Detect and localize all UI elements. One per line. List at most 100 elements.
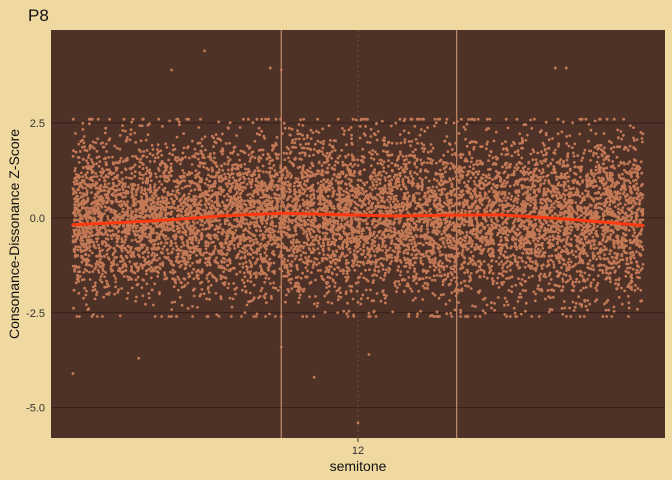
data-point xyxy=(156,156,160,159)
data-point xyxy=(86,257,89,261)
data-point xyxy=(551,295,555,299)
data-point xyxy=(608,203,611,207)
data-point xyxy=(529,171,533,174)
data-point xyxy=(148,152,152,156)
data-point xyxy=(512,204,516,208)
data-point xyxy=(200,280,204,284)
data-point xyxy=(323,294,327,298)
data-point xyxy=(621,206,625,210)
data-point xyxy=(271,224,275,228)
data-point xyxy=(464,209,467,213)
data-point xyxy=(632,196,635,200)
data-point xyxy=(512,210,516,213)
data-point xyxy=(95,315,99,318)
data-point xyxy=(128,260,132,264)
data-point xyxy=(253,156,257,160)
data-point xyxy=(501,232,505,236)
data-point xyxy=(139,139,143,143)
data-point xyxy=(375,274,379,277)
data-point xyxy=(469,160,473,164)
data-point xyxy=(157,117,161,121)
data-point xyxy=(476,221,479,225)
data-point xyxy=(439,223,443,227)
data-point xyxy=(97,263,100,266)
data-point xyxy=(602,132,606,136)
data-point xyxy=(392,185,395,189)
data-point xyxy=(93,196,96,200)
data-point xyxy=(381,289,385,293)
data-point xyxy=(211,168,215,172)
data-point xyxy=(284,300,287,304)
data-point xyxy=(532,239,535,243)
data-point xyxy=(438,270,442,274)
data-point xyxy=(261,195,265,199)
data-point xyxy=(94,265,98,268)
data-point xyxy=(501,216,504,220)
data-point xyxy=(530,126,534,130)
data-point xyxy=(366,296,370,300)
data-point xyxy=(486,250,490,253)
data-point xyxy=(226,192,229,196)
data-point xyxy=(457,251,461,255)
data-point xyxy=(608,276,611,279)
data-point xyxy=(397,183,401,187)
data-point xyxy=(197,126,201,129)
data-point xyxy=(605,315,609,318)
data-point xyxy=(575,270,579,273)
data-point xyxy=(640,245,644,249)
data-point xyxy=(196,221,199,224)
data-point xyxy=(538,278,542,282)
data-point xyxy=(507,288,511,292)
data-point xyxy=(547,310,551,314)
data-point xyxy=(529,204,532,207)
data-point xyxy=(284,293,288,297)
data-point xyxy=(174,156,178,159)
data-point xyxy=(341,243,344,246)
data-point xyxy=(136,224,139,228)
data-point xyxy=(506,126,510,130)
data-point xyxy=(333,149,337,152)
data-point xyxy=(419,227,422,231)
data-point xyxy=(634,178,638,182)
data-point xyxy=(160,204,164,208)
data-point xyxy=(553,212,557,216)
data-point xyxy=(273,169,277,172)
data-point xyxy=(518,231,522,235)
data-point xyxy=(214,133,218,137)
data-point xyxy=(589,267,593,271)
data-point xyxy=(419,259,423,262)
data-point xyxy=(477,170,481,173)
data-point xyxy=(308,154,311,158)
data-point xyxy=(101,315,104,318)
data-point xyxy=(636,208,639,212)
data-point xyxy=(168,119,172,123)
data-point xyxy=(534,158,538,162)
data-point xyxy=(366,279,370,283)
data-point xyxy=(149,179,153,183)
data-point xyxy=(356,250,360,253)
data-point xyxy=(245,144,249,148)
data-point xyxy=(150,205,154,209)
data-point xyxy=(87,156,90,160)
data-point xyxy=(223,276,227,279)
data-point xyxy=(230,168,234,172)
data-point xyxy=(287,180,290,184)
data-point xyxy=(592,242,596,246)
data-point xyxy=(88,122,91,126)
data-point xyxy=(552,263,556,266)
data-point xyxy=(95,175,99,178)
data-point xyxy=(390,178,394,182)
data-point xyxy=(323,209,327,213)
data-point xyxy=(554,194,558,198)
data-point xyxy=(501,181,505,185)
data-point xyxy=(404,264,408,268)
data-point xyxy=(584,304,588,308)
data-point xyxy=(321,231,325,235)
data-point xyxy=(407,315,411,318)
data-point xyxy=(507,192,511,195)
data-point xyxy=(220,164,223,168)
data-point xyxy=(490,264,494,268)
data-point xyxy=(420,146,424,150)
data-point xyxy=(243,311,247,314)
data-point xyxy=(373,244,376,248)
